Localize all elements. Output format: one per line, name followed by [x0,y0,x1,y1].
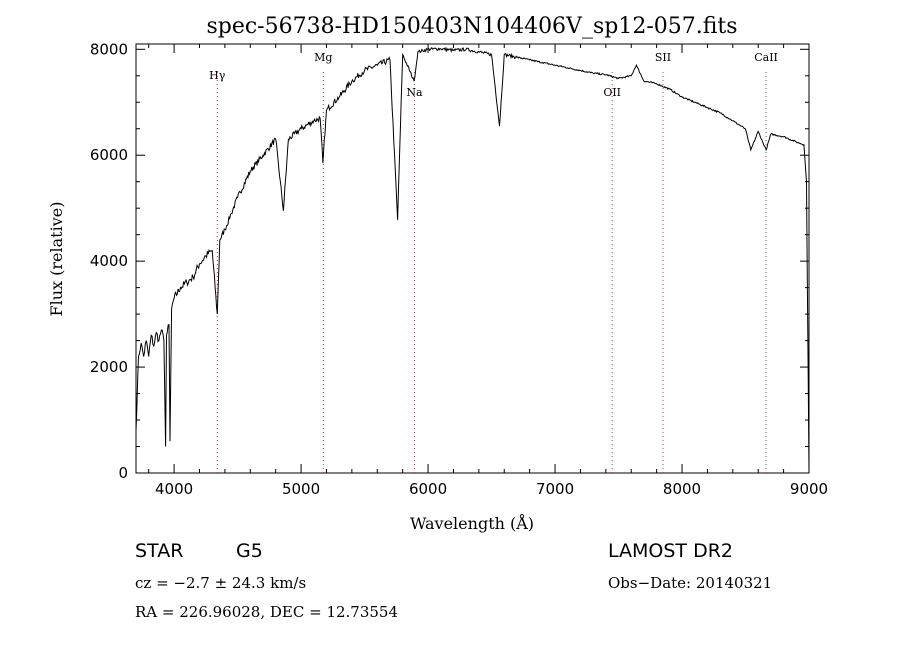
y-tick-label-4: 8000 [90,40,128,58]
y-tick-label-0: 0 [118,464,128,482]
y-axis-label: Flux (relative) [47,202,66,317]
x-tick-label-5: 9000 [790,480,828,498]
y-tick-label-3: 6000 [90,146,128,164]
marker-label-0: Hγ [209,69,226,82]
y-tick-label-2: 4000 [90,252,128,270]
marker-label-1: Mg [314,51,332,64]
coordinates-text: RA = 226.96028, DEC = 12.73554 [135,603,399,621]
x-tick-label-3: 7000 [536,480,574,498]
survey-name: LAMOST DR2 [608,540,733,562]
x-axis-label: Wavelength (Å) [410,513,534,533]
spectrum-line [135,46,810,474]
x-tick-label-2: 6000 [409,480,447,498]
y-tick-label-1: 2000 [90,358,128,376]
x-tick-label-1: 5000 [282,480,320,498]
chart-title: spec-56738-HD150403N104406V_sp12-057.fit… [206,14,737,39]
x-tick-label-4: 8000 [663,480,701,498]
velocity-text: cz = −2.7 ± 24.3 km/s [135,574,307,592]
marker-label-5: CaII [754,51,778,64]
x-tick-label-0: 4000 [155,480,193,498]
spectral-subclass: G5 [236,540,263,562]
plot-frame [135,43,810,474]
axis-ticks: 4000 5000 6000 7000 8000 9000 0 2000 4000 6000 800… [90,40,828,498]
marker-label-2: Na [406,86,423,99]
spectral-line-markers: Hγ Mg Na OII SII CaII [209,51,778,473]
obs-date-text: Obs−Date: 20140321 [608,574,773,592]
marker-label-4: SII [655,51,671,64]
marker-label-3: OII [603,86,621,99]
object-type: STAR [135,540,184,562]
